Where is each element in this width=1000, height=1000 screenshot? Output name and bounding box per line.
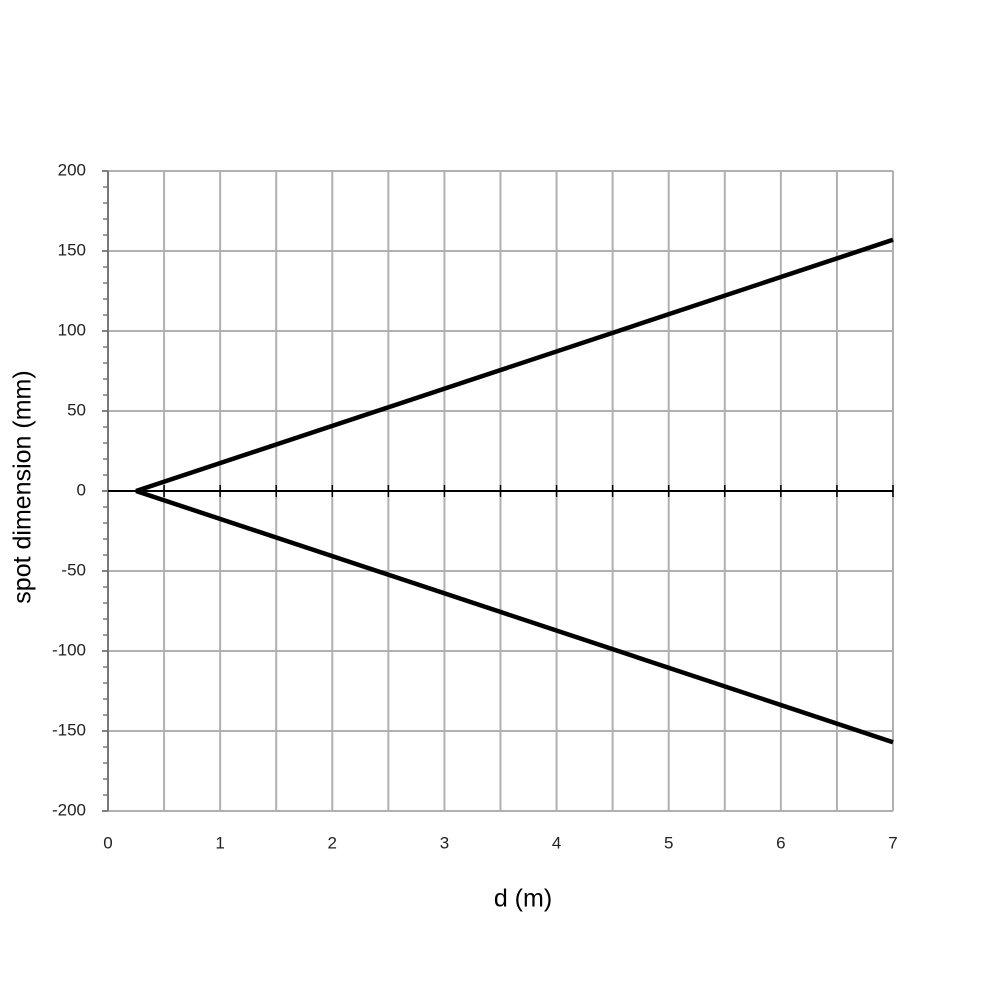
- y-tick-label: -150: [52, 720, 86, 739]
- x-tick-label: 0: [103, 833, 112, 852]
- y-tick-label: -50: [61, 560, 86, 579]
- y-tick-label: -200: [52, 800, 86, 819]
- series-line: [135, 237, 894, 494]
- x-tick-label: 1: [215, 833, 224, 852]
- x-axis-title: d (m): [494, 885, 552, 913]
- y-tick-label: 0: [77, 480, 86, 499]
- y-axis-title: spot dimension (mm): [9, 370, 37, 603]
- x-tick-label: 4: [552, 833, 561, 852]
- x-tick-label: 2: [328, 833, 337, 852]
- series-line: [135, 488, 894, 745]
- x-tick-label: 6: [776, 833, 785, 852]
- y-tick-label: 100: [58, 320, 86, 339]
- x-tick-label: 7: [888, 833, 897, 852]
- y-tick-label: 150: [58, 240, 86, 259]
- y-tick-label: 200: [58, 160, 86, 179]
- x-tick-label: 5: [664, 833, 673, 852]
- y-tick-label: 50: [67, 400, 86, 419]
- x-tick-label: 3: [440, 833, 449, 852]
- y-tick-label: -100: [52, 640, 86, 659]
